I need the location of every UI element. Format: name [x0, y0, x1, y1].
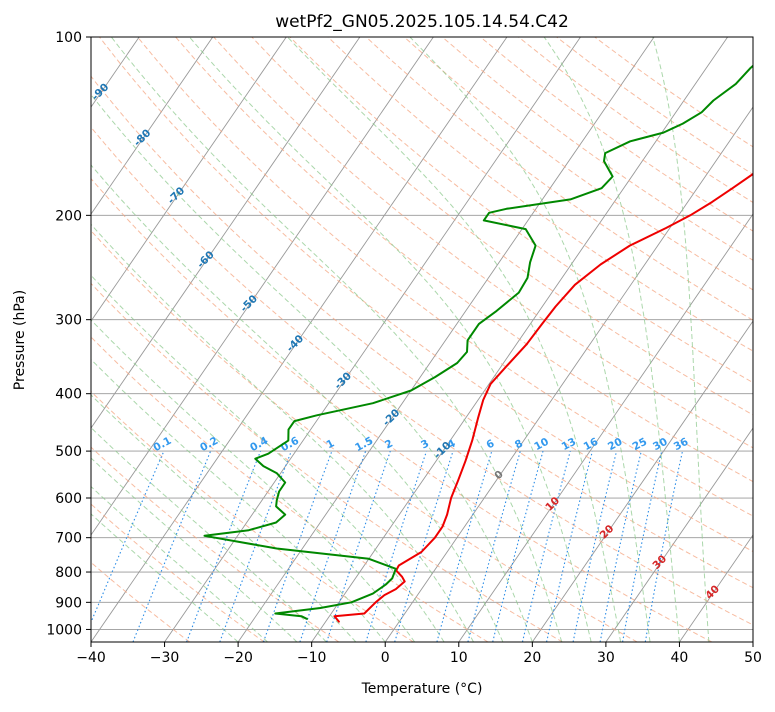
x-tick-label: −20	[223, 650, 253, 666]
x-tick-label: −30	[150, 650, 180, 666]
x-tick-label: 50	[744, 650, 762, 666]
x-tick-label: 0	[381, 650, 390, 666]
y-tick-label: 100	[55, 30, 82, 46]
y-tick-label: 600	[55, 491, 82, 507]
chart-title: wetPf2_GN05.2025.105.14.54.C42	[275, 12, 569, 32]
y-tick-label: 1000	[46, 622, 82, 638]
y-tick-label: 300	[55, 313, 82, 329]
x-tick-label: 30	[597, 650, 615, 666]
x-tick-label: 40	[671, 650, 689, 666]
x-tick-label: −40	[76, 650, 106, 666]
y-tick-label: 700	[55, 531, 82, 547]
x-tick-label: 10	[450, 650, 468, 666]
x-tick-label: 20	[523, 650, 541, 666]
y-tick-label: 400	[55, 387, 82, 403]
y-tick-label: 800	[55, 565, 82, 581]
y-tick-label: 900	[55, 595, 82, 611]
y-axis-label: Pressure (hPa)	[12, 290, 28, 390]
x-axis-label: Temperature (°C)	[361, 681, 483, 697]
y-tick-label: 200	[55, 208, 82, 224]
y-tick-label: 500	[55, 444, 82, 460]
x-tick-label: −10	[297, 650, 327, 666]
